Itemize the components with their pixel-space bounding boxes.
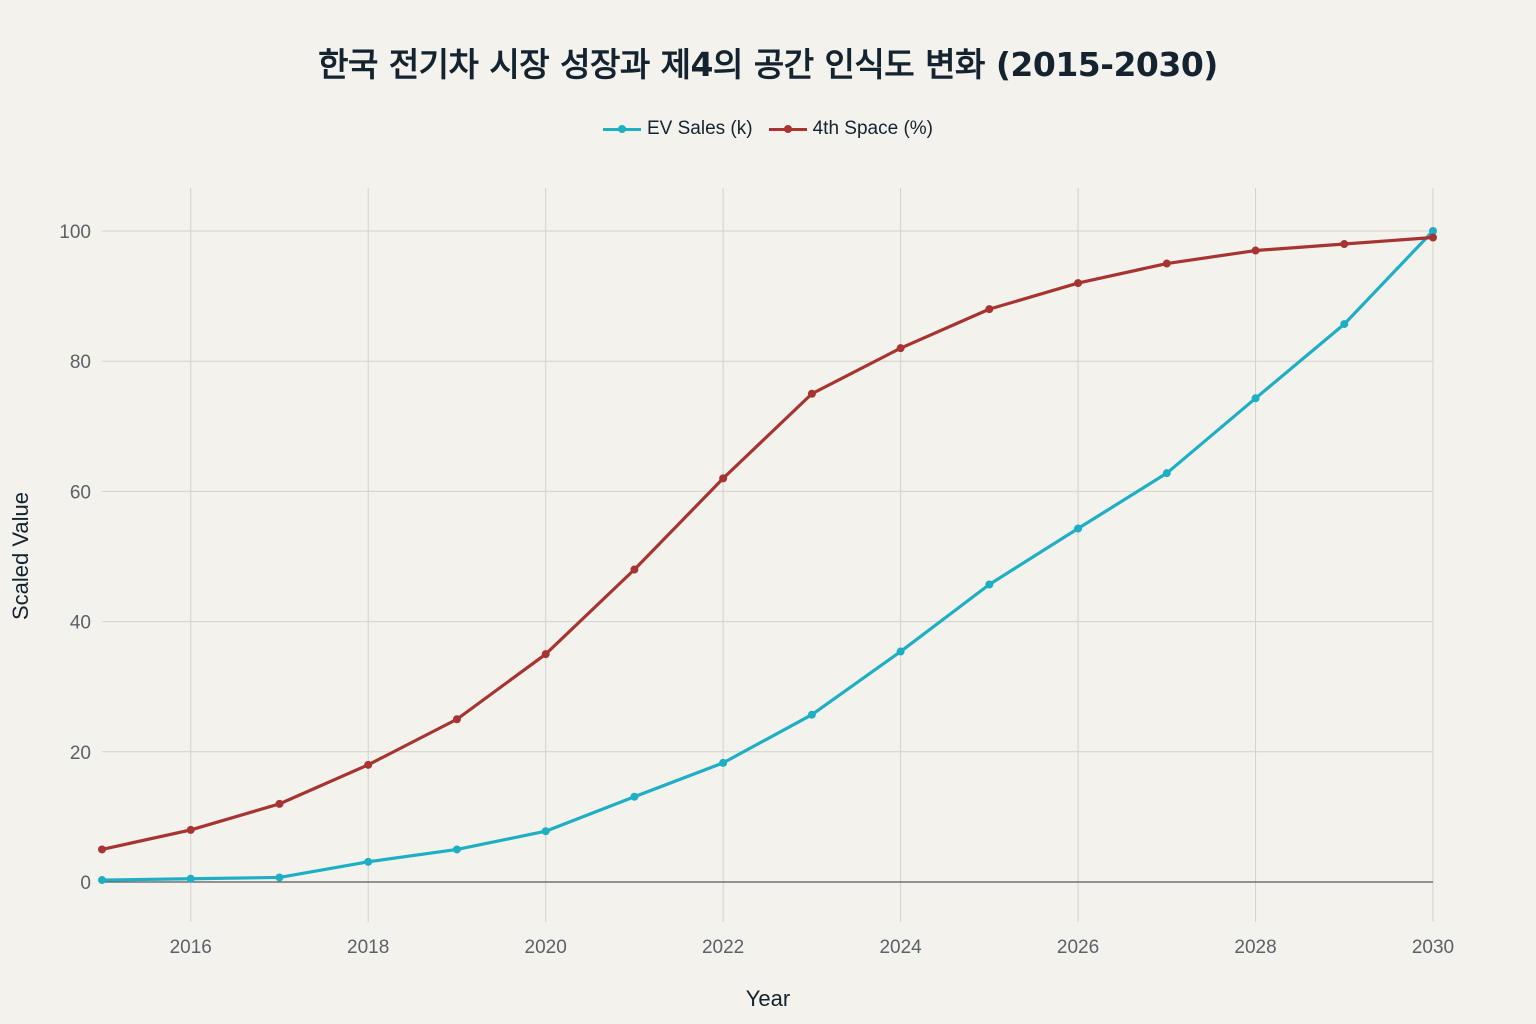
data-point-4th-space-2016[interactable] — [186, 825, 195, 834]
x-tick-label-2020: 2020 — [525, 937, 567, 958]
data-point-ev-sales-2019[interactable] — [452, 845, 461, 854]
series-line-4th-space[interactable] — [100, 235, 1435, 852]
data-point-4th-space-2025[interactable] — [985, 305, 994, 314]
legend-label-4th-space: 4th Space (%) — [812, 118, 933, 139]
data-point-ev-sales-2016[interactable] — [186, 874, 195, 883]
data-point-ev-sales-2022[interactable] — [719, 758, 728, 767]
data-point-ev-sales-2023[interactable] — [807, 710, 816, 719]
x-tick-label-2030: 2030 — [1412, 937, 1454, 958]
data-point-4th-space-2020[interactable] — [541, 650, 550, 659]
y-tick-label-40: 40 — [70, 613, 91, 634]
x-tick-label-2028: 2028 — [1234, 937, 1276, 958]
y-tick-label-60: 60 — [70, 482, 91, 503]
data-point-ev-sales-2030[interactable] — [1429, 227, 1437, 235]
data-point-ev-sales-2021[interactable] — [630, 792, 639, 801]
data-point-ev-sales-2015[interactable] — [98, 876, 106, 885]
data-point-4th-space-2029[interactable] — [1340, 240, 1349, 249]
x-tick-label-2018: 2018 — [347, 937, 389, 958]
series-layer — [98, 227, 1437, 885]
data-point-ev-sales-2028[interactable] — [1251, 394, 1260, 403]
data-point-ev-sales-2020[interactable] — [541, 827, 550, 836]
data-point-4th-space-2021[interactable] — [630, 565, 639, 574]
data-point-ev-sales-2024[interactable] — [896, 647, 905, 656]
data-point-4th-space-2023[interactable] — [807, 389, 816, 398]
data-point-4th-space-2027[interactable] — [1162, 259, 1171, 268]
data-point-ev-sales-2027[interactable] — [1162, 469, 1171, 478]
legend-swatch-ev-sales — [603, 124, 641, 133]
data-point-4th-space-2015[interactable] — [98, 845, 106, 854]
x-tick-label-2022: 2022 — [702, 937, 744, 958]
x-axis-label: Year — [746, 986, 790, 1011]
data-point-ev-sales-2029[interactable] — [1340, 320, 1349, 329]
chart-title: 한국 전기차 시장 성장과 제4의 공간 인식도 변화 (2015-2030) — [318, 45, 1218, 84]
legend-item-ev-sales[interactable]: EV Sales (k) — [603, 118, 753, 140]
data-point-4th-space-2028[interactable] — [1251, 246, 1260, 255]
legend-item-4th-space[interactable]: 4th Space (%) — [768, 118, 933, 140]
legend-label-ev-sales: EV Sales (k) — [647, 118, 753, 139]
series-line-ev-sales[interactable] — [100, 229, 1435, 882]
data-point-4th-space-2022[interactable] — [719, 474, 728, 483]
axis-layer: 2016 2018 2020 2022 2024 2026 2028 2030 0 20 40 60 8… — [59, 222, 1454, 958]
y-tick-label-0: 0 — [80, 873, 91, 894]
x-tick-label-2016: 2016 — [170, 937, 212, 958]
data-point-ev-sales-2017[interactable] — [275, 873, 284, 882]
data-point-4th-space-2017[interactable] — [275, 799, 284, 808]
x-tick-label-2024: 2024 — [879, 937, 922, 958]
legend-swatch-4th-space — [768, 124, 807, 133]
legend: EV Sales (k) 4th Space (%) — [0, 118, 1536, 140]
data-point-ev-sales-2025[interactable] — [985, 580, 994, 589]
data-point-ev-sales-2026[interactable] — [1074, 524, 1083, 533]
data-point-4th-space-2018[interactable] — [364, 760, 373, 769]
y-tick-label-100: 100 — [59, 222, 91, 243]
y-tick-label-80: 80 — [70, 352, 91, 373]
data-point-4th-space-2026[interactable] — [1074, 279, 1083, 288]
data-point-4th-space-2019[interactable] — [452, 715, 461, 724]
y-tick-label-20: 20 — [70, 743, 91, 764]
x-tick-label-2026: 2026 — [1057, 937, 1099, 958]
data-point-4th-space-2030[interactable] — [1429, 233, 1437, 242]
y-axis-label: Scaled Value — [8, 492, 33, 620]
grid-layer — [102, 188, 1434, 922]
data-point-4th-space-2024[interactable] — [896, 344, 905, 353]
data-point-ev-sales-2018[interactable] — [364, 857, 373, 866]
